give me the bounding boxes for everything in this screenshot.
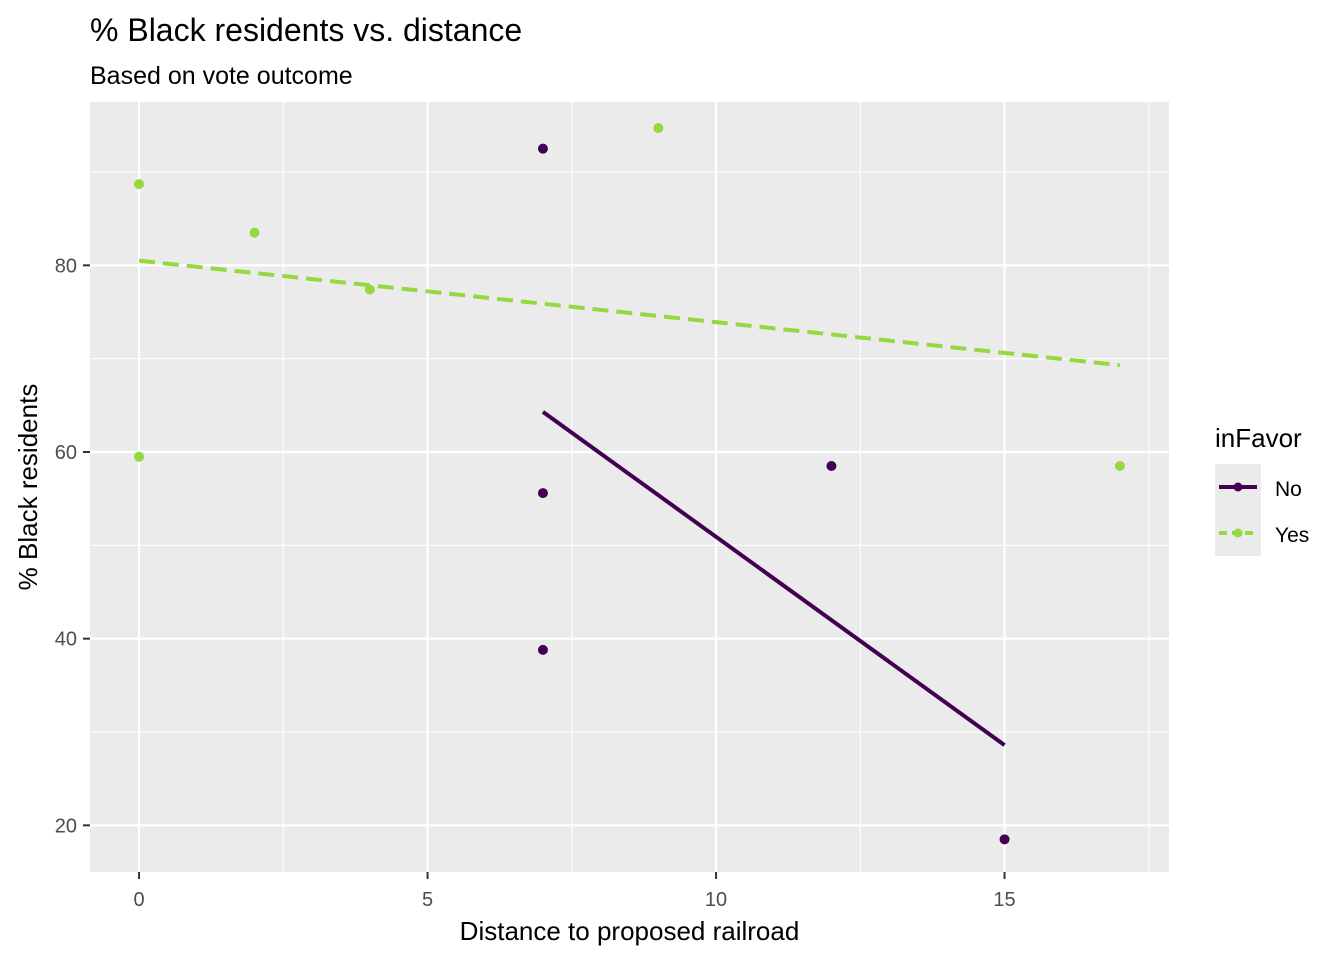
trend-line-no	[541, 410, 1006, 747]
legend-point-yes	[1233, 528, 1243, 538]
x-tick-label: 15	[993, 889, 1015, 911]
legend-label-no: No	[1275, 478, 1302, 501]
trend-lines	[138, 258, 1121, 747]
chart-subtitle: Based on vote outcome	[90, 62, 353, 90]
data-point-no	[826, 461, 837, 471]
legend-glyphs	[1219, 482, 1257, 538]
plot-panel	[90, 102, 1169, 872]
y-axis-title: % Black residents	[13, 384, 43, 591]
legend: inFavor No Yes	[1215, 423, 1309, 556]
grid-minor	[90, 102, 1169, 872]
data-point-no	[999, 834, 1010, 845]
x-tick-label: 0	[133, 889, 144, 911]
x-axis-title: Distance to proposed railroad	[460, 916, 800, 946]
y-tick-label: 40	[55, 629, 77, 651]
data-point-yes	[134, 179, 145, 190]
legend-point-no	[1233, 482, 1243, 492]
x-axis-ticks: 0 5 10 15	[133, 872, 1016, 911]
legend-title: inFavor	[1215, 423, 1302, 453]
chart-title: % Black residents vs. distance	[90, 12, 522, 48]
y-tick-label: 60	[55, 442, 77, 464]
trend-line-yes	[138, 258, 1121, 368]
data-point-yes	[364, 284, 375, 295]
data-point-yes	[653, 123, 664, 134]
data-point-no	[537, 644, 548, 655]
y-tick-label: 80	[55, 255, 77, 277]
data-point-yes	[1114, 461, 1125, 471]
data-point-no	[537, 143, 548, 154]
data-point-yes	[249, 227, 260, 238]
x-tick-label: 10	[705, 889, 727, 911]
x-tick-label: 5	[422, 889, 433, 911]
grid-major	[90, 102, 1169, 872]
y-axis-ticks: 20 40 60 80	[55, 255, 90, 837]
y-tick-label: 20	[55, 815, 77, 837]
data-point-yes	[134, 451, 145, 462]
data-points	[134, 123, 1125, 845]
legend-label-yes: Yes	[1275, 524, 1309, 547]
data-point-no	[537, 488, 548, 499]
